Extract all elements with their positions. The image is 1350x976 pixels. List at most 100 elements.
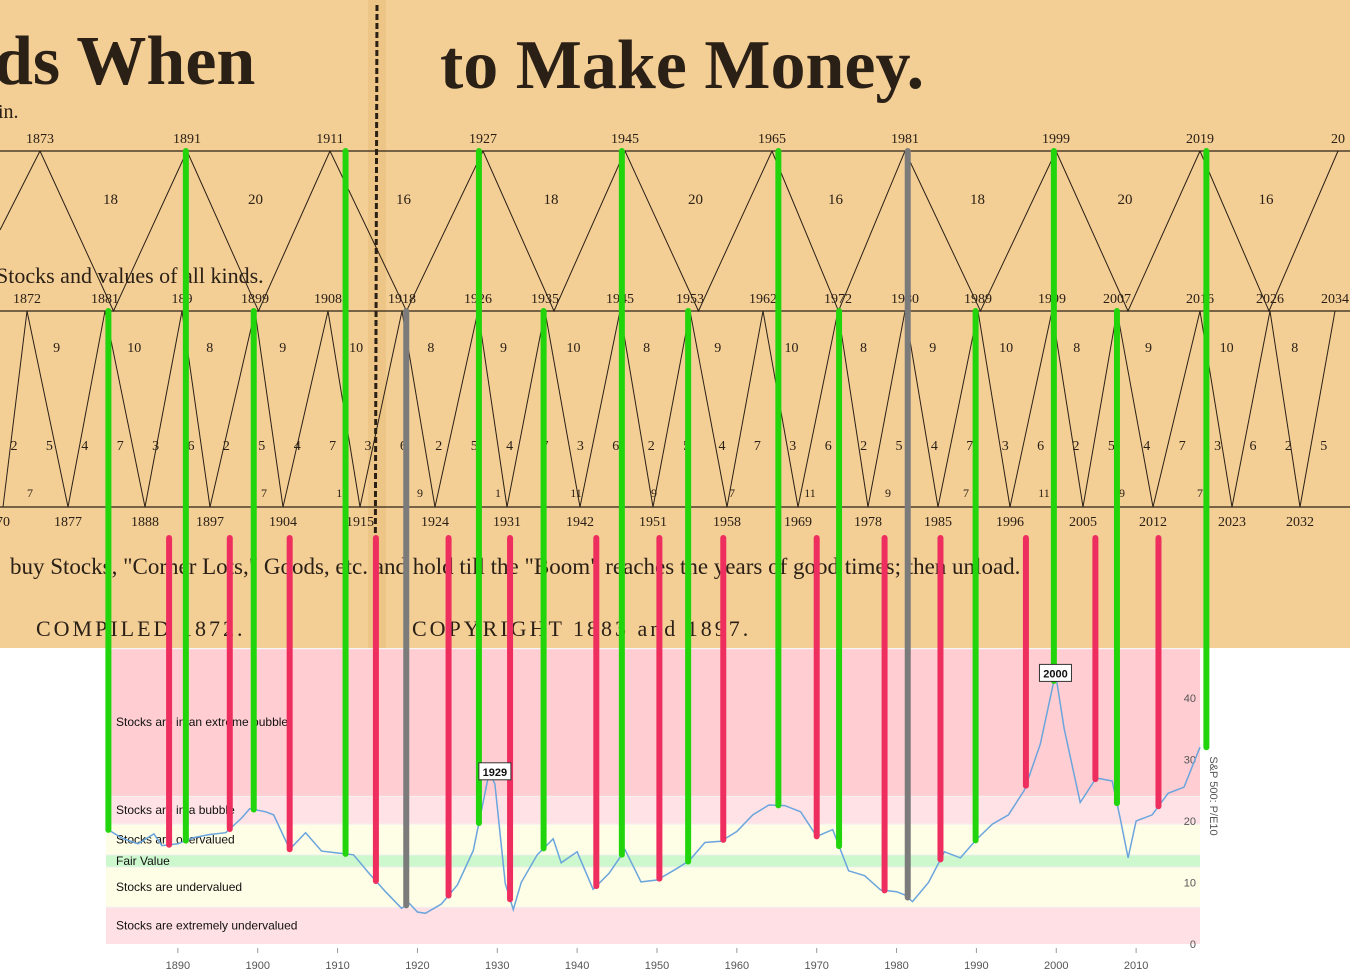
poster-mid-peak-year: 2007	[1103, 292, 1131, 307]
poster-trough-year: 1978	[854, 515, 882, 530]
poster-trough-year: 1931	[493, 515, 521, 530]
poster-trough-year: 1958	[713, 515, 741, 530]
x-tick-label: 1930	[485, 960, 509, 972]
poster-low-number: 3	[1002, 439, 1009, 454]
poster-mid-peak-year: 1935	[531, 292, 559, 307]
x-tick-label: 1900	[245, 960, 269, 972]
poster-low-number: 5	[1108, 439, 1115, 454]
poster-trough-year: 2023	[1218, 515, 1246, 530]
poster-mid-zigzag	[1116, 310, 1154, 508]
poster-top-peak-year: 1911	[316, 132, 343, 147]
poster-trough-year: 2032	[1286, 515, 1314, 530]
poster-top-span: 18	[970, 192, 985, 208]
poster-mid-zigzag	[477, 310, 508, 508]
poster-mid-zigzag	[1009, 310, 1053, 508]
poster-top-peak-year: 1965	[758, 132, 786, 147]
x-axis: 1890 1900 1910 1920 1930 1940 1950 1960 1970 1980…	[166, 948, 1148, 972]
poster-low-number: 3	[365, 439, 372, 454]
poster-headline-right: to Make Money.	[440, 27, 924, 104]
poster-top-span: 20	[248, 192, 263, 208]
poster-mid-peak-year: 1908	[314, 292, 342, 307]
poster-mid-span: 9	[714, 341, 721, 356]
y-tick-label: 10	[1184, 878, 1196, 890]
poster-low-number: 3	[577, 439, 584, 454]
y-tick-label: 20	[1184, 816, 1196, 828]
poster-top-peak-year: 1981	[891, 132, 919, 147]
poster-mid-span: 9	[53, 341, 60, 356]
poster-trough-year: 2012	[1139, 515, 1167, 530]
poster-trough-count: 7	[729, 486, 735, 500]
poster-mid-zigzag	[2, 310, 28, 508]
poster-top-peak-year: 1927	[469, 132, 497, 147]
poster-background	[0, 0, 1350, 648]
chart-area: Stocks are in an extreme bubble Stocks ar…	[105, 148, 1219, 972]
poster-low-number: 7	[117, 439, 124, 454]
x-tick-label: 2000	[1044, 960, 1068, 972]
poster-mid-zigzag	[797, 310, 839, 508]
poster-low-row: 2547362547362547362547362547362547362570…	[0, 439, 1327, 530]
poster-trough-year: 1924	[421, 515, 449, 530]
poster-mid-zigzag	[1299, 310, 1336, 508]
poster-mid-peak-year: 2034	[1321, 292, 1349, 307]
poster-low-number: 6	[1037, 439, 1044, 454]
poster-trough-count: 11	[570, 486, 582, 500]
poster-mid-row: 1872188118918991908191819261935194519531…	[2, 292, 1349, 508]
poster-top-span: 20	[1118, 192, 1133, 208]
poster-mid-span: 8	[643, 341, 650, 356]
poster-top-peak-year: 1999	[1042, 132, 1070, 147]
poster-trough-year: 1897	[196, 515, 224, 530]
poster-mid-zigzag	[506, 310, 546, 508]
poster-top-span: 16	[828, 192, 844, 208]
poster-mid-peak-year: 1953	[676, 292, 704, 307]
valuation-band	[106, 824, 1200, 855]
poster-top-span: 18	[103, 192, 118, 208]
poster-low-number: 6	[188, 439, 195, 454]
poster-trough-year: 1877	[54, 515, 82, 530]
poster-mid-zigzag	[144, 310, 183, 508]
poster-mid-span: 8	[1073, 341, 1080, 356]
poster-low-number: 2	[648, 439, 655, 454]
x-tick-label: 1970	[804, 960, 828, 972]
poster-trough-year: 1951	[639, 515, 667, 530]
y-tick-label: 40	[1184, 693, 1196, 705]
annotation-label: 1929	[483, 767, 507, 779]
poster-compiled: COMPILED 1872.	[36, 616, 245, 641]
valuation-band	[106, 854, 1200, 868]
poster-top-zigzag	[39, 150, 188, 313]
poster-low-number: 4	[719, 439, 726, 454]
poster-mid-peak-year: 1899	[241, 292, 269, 307]
poster-trough-count: 9	[1119, 486, 1125, 500]
poster-trough-count: 7	[27, 486, 33, 500]
poster-mid-span: 10	[1220, 341, 1234, 356]
poster-mid-zigzag	[937, 310, 979, 508]
poster-mid-span: 10	[567, 341, 581, 356]
poster-mid-zigzag	[544, 310, 581, 508]
poster-top-zigzag	[482, 150, 626, 313]
poster-mid-zigzag	[282, 310, 329, 508]
poster-trough-year: 1888	[131, 515, 159, 530]
valuation-band	[106, 796, 1200, 825]
poster-mid-zigzag	[579, 310, 621, 508]
poster-top-peak-year: 1873	[26, 132, 54, 147]
poster-mid-zigzag	[254, 310, 284, 508]
poster-trough-year: 1969	[784, 515, 812, 530]
poster-mid-peak-year: 1989	[964, 292, 992, 307]
poster-trough-year: 1985	[924, 515, 952, 530]
poster-mid-zigzag	[434, 310, 479, 508]
poster-low-number: 4	[506, 439, 513, 454]
poster-trough-year: 1904	[269, 515, 297, 530]
poster-trough-count: 9	[651, 486, 657, 500]
poster-mid-peak-year: 1962	[749, 292, 777, 307]
x-tick-label: 1920	[405, 960, 429, 972]
poster-mid-zigzag	[67, 310, 106, 508]
poster-trough-count: 7	[1197, 486, 1203, 500]
poster-top-span: 16	[396, 192, 412, 208]
poster: ds When to Make Money. in. 1873 1891 1911 1…	[0, 0, 1350, 649]
poster-mid-zigzag	[1269, 310, 1301, 508]
band-label: Stocks are in a bubble	[116, 803, 235, 817]
poster-top-zigzag	[904, 150, 1057, 313]
poster-low-number: 6	[612, 439, 619, 454]
